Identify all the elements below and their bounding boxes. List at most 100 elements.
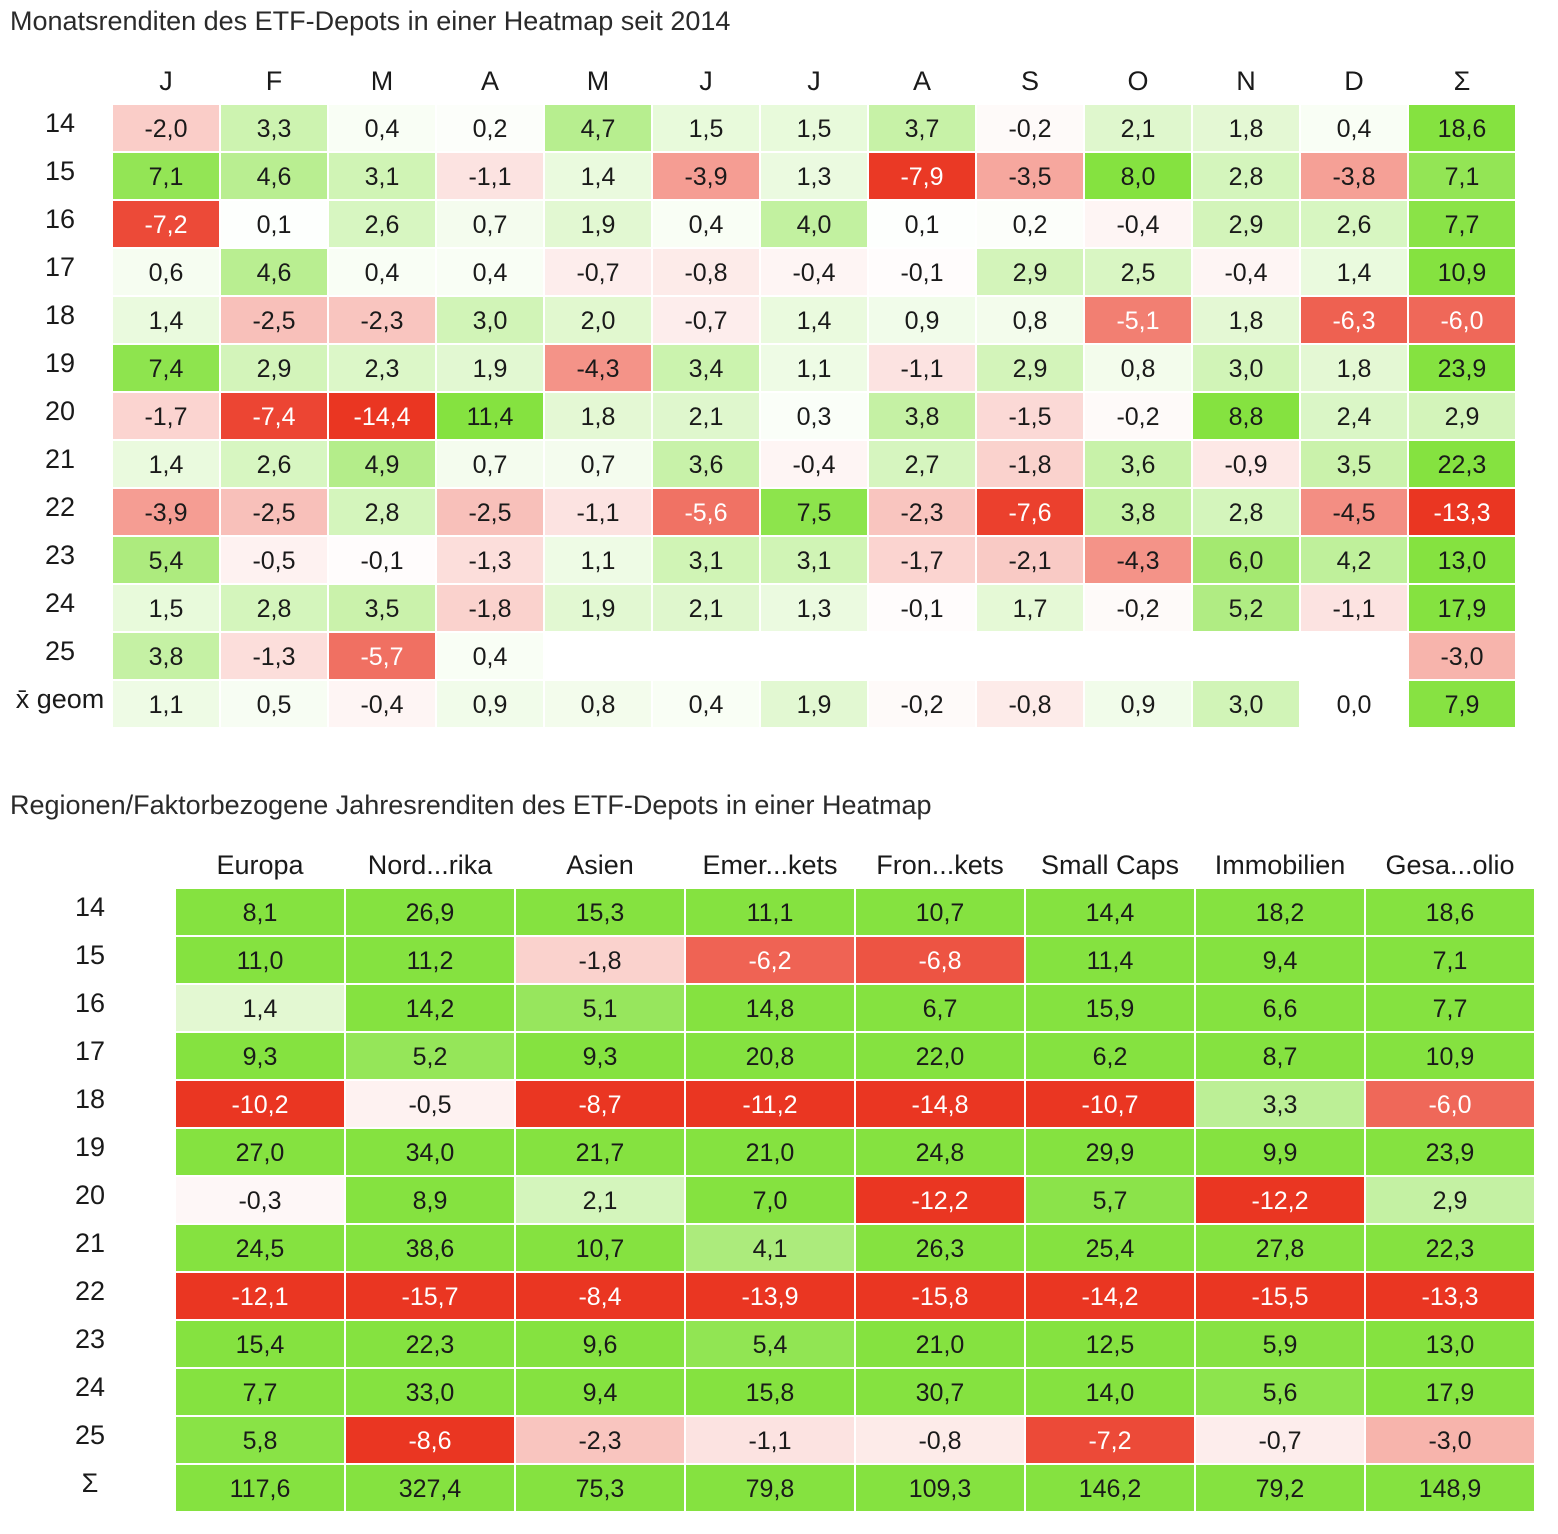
cell-value: -3,0 [1440,643,1483,671]
row-header: 24 [75,1372,105,1402]
heatmap-cell [221,633,327,679]
heatmap-cell [1085,201,1191,247]
cell-value: 33,0 [406,1379,455,1407]
heatmap-cell [221,105,327,151]
cell-value: 14,0 [1086,1379,1135,1407]
cell-value: -6,2 [748,947,791,975]
cell-value: 0,6 [149,259,184,287]
heatmap-cell [1196,1465,1364,1511]
heatmap-cell [1301,585,1407,631]
cell-value: -4,3 [1116,547,1159,575]
cell-value: 15,4 [236,1331,285,1359]
heatmap-cell [1026,1369,1194,1415]
heatmap-cell [856,1369,1024,1415]
heatmap-cell [113,585,219,631]
cell-value: 5,2 [413,1043,448,1071]
heatmap-cell [1196,1369,1364,1415]
cell-value: 0,4 [1337,115,1372,143]
heatmap-cell [856,937,1024,983]
cell-value: 12,5 [1086,1331,1135,1359]
cell-value: 2,9 [1433,1187,1468,1215]
cell-value: -2,3 [578,1427,621,1455]
cell-value: 146,2 [1079,1475,1142,1503]
cell-value: 10,9 [1438,259,1487,287]
cell-value: -15,8 [912,1283,969,1311]
cell-value: 17,9 [1438,595,1487,623]
cell-value: 79,2 [1256,1475,1305,1503]
cell-value: 1,4 [1337,259,1372,287]
cell-value: 27,8 [1256,1235,1305,1263]
heatmap-cell [1409,585,1515,631]
heatmap-cell [1366,1225,1534,1271]
cell-value: 18,2 [1256,899,1305,927]
heatmap-cell [1366,985,1534,1031]
col-header: Small Caps [1041,850,1179,880]
row-header: Σ [82,1468,99,1498]
heatmap-cell [977,489,1083,535]
heatmap-cell [346,1273,514,1319]
heatmap-cell [653,345,759,391]
cell-value: 22,3 [406,1331,455,1359]
heatmap-cell [977,105,1083,151]
cell-value: 1,4 [149,307,184,335]
heatmap-cell [1409,537,1515,583]
cell-value: -5,1 [1116,307,1159,335]
cell-value: -1,1 [1332,595,1375,623]
cell-value: -0,4 [792,451,835,479]
cell-value: -14,4 [354,403,411,431]
cell-value: 9,4 [583,1379,618,1407]
heatmap-cell [856,1225,1024,1271]
cell-value: -8,6 [408,1427,451,1455]
cell-value: 1,1 [581,547,616,575]
heatmap-cell [221,489,327,535]
cell-value: 1,1 [149,691,184,719]
heatmap-cell [1193,441,1299,487]
cell-value: -1,1 [468,163,511,191]
row-header: 24 [45,588,75,618]
heatmap-cell [437,393,543,439]
heatmap-cell [653,393,759,439]
heatmap-cell [977,441,1083,487]
heatmap-cell [1366,1129,1534,1175]
cell-value: 7,9 [1445,691,1480,719]
heatmap-cell [1193,249,1299,295]
cell-value: 1,3 [797,163,832,191]
cell-value: 2,1 [689,595,724,623]
cell-value: -0,2 [1116,595,1159,623]
cell-value: -13,3 [1422,1283,1479,1311]
heatmap-cell [977,297,1083,343]
col-header: A [913,66,931,96]
row-header: 20 [75,1180,105,1210]
heatmap-cell [686,1417,854,1463]
heatmap-cell [113,201,219,247]
cell-value: 22,3 [1438,451,1487,479]
heatmap-cell [761,585,867,631]
heatmap-cell [176,889,344,935]
heatmap-cell [1085,489,1191,535]
heatmap-cell [1409,297,1515,343]
cell-value: 0,2 [473,115,508,143]
heatmap-cell [329,681,435,727]
heatmap-cell [176,1321,344,1367]
row-header: 14 [45,108,75,138]
heatmap-cell [545,537,651,583]
heatmap-cell [113,633,219,679]
cell-value: -0,1 [360,547,403,575]
heatmap-cell [516,985,684,1031]
heatmap-cell [1193,681,1299,727]
heatmap-cell [545,681,651,727]
heatmap-cell [653,153,759,199]
heatmap-cell [516,1369,684,1415]
heatmap-cell [653,441,759,487]
heatmap-cell [653,105,759,151]
cell-value: -4,5 [1332,499,1375,527]
cell-value: 38,6 [406,1235,455,1263]
heatmap-cell [1366,1273,1534,1319]
heatmap-cell [869,585,975,631]
cell-value: -2,1 [1008,547,1051,575]
cell-value: 21,0 [916,1331,965,1359]
col-header: M [371,66,394,96]
heatmap-cell [545,297,651,343]
heatmap-cell [437,249,543,295]
cell-value: 6,7 [923,995,958,1023]
